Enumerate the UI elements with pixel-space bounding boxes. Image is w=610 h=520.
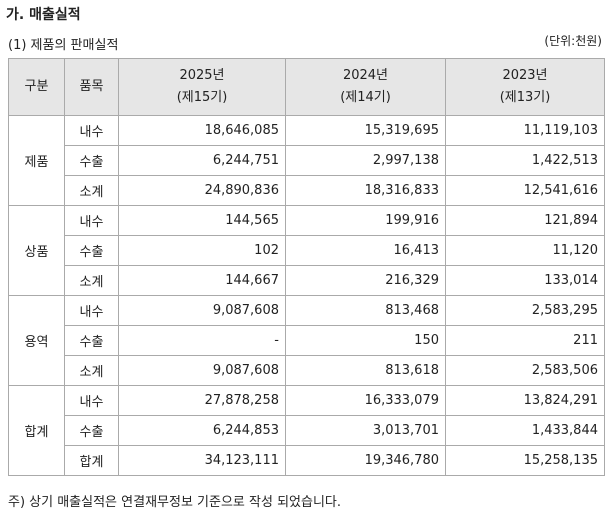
value-cell: 6,244,853 (118, 415, 286, 446)
item-cell: 소계 (64, 175, 119, 206)
value-cell: 2,583,506 (445, 355, 605, 386)
value-cell: 133,014 (445, 265, 605, 296)
value-cell: 813,468 (285, 295, 446, 326)
value-cell: 2,997,138 (285, 145, 446, 176)
value-cell: 211 (445, 325, 605, 356)
subtitle: (1) 제품의 판매실적 (8, 38, 119, 53)
value-cell: 1,433,844 (445, 415, 605, 446)
item-cell: 소계 (64, 265, 119, 296)
column-year: 2023년 (502, 68, 548, 83)
unit-label: (단위:천원) (544, 34, 602, 48)
value-cell: 24,890,836 (118, 175, 286, 206)
column-header: 2023년 (제13기) (445, 58, 605, 116)
value-cell: 813,618 (285, 355, 446, 386)
item-cell: 내수 (64, 385, 119, 416)
table-row: 소계 9,087,608 813,618 2,583,506 (9, 355, 605, 386)
column-year: 2024년 (342, 68, 389, 83)
table-row: 소계 24,890,836 18,316,833 12,541,616 (9, 175, 605, 206)
item-cell: 합계 (64, 445, 119, 476)
header-row: 구분 품목 2025년 (제15기) 2024년 (제14기) 2023년 (제13기) (8, 58, 605, 116)
column-period: (제14기) (340, 90, 391, 105)
item-cell: 수출 (64, 325, 119, 356)
item-cell: 수출 (64, 235, 119, 266)
table-row: 수출 -150 211 (9, 325, 605, 356)
item-cell: 내수 (64, 295, 119, 326)
value-cell: 102 (118, 235, 286, 266)
footnote: 주) 상기 매출실적은 연결재무정보 기준으로 작성 되었습니다. (8, 495, 341, 510)
value-cell: 27,878,258 (118, 385, 286, 416)
group-cell: 합계 (8, 385, 65, 476)
item-cell: 내수 (64, 205, 119, 236)
value-cell: 11,119,103 (445, 115, 605, 146)
value-cell: 1,422,513 (445, 145, 605, 176)
sales-table: 구분 품목 2025년 (제15기) 2024년 (제14기) 2023년 (제13기) 제품… (8, 58, 605, 476)
section-title: 가. 매출실적 (6, 7, 81, 23)
item-cell: 수출 (64, 145, 119, 176)
table-row: 수출 102 16,413 11,120 (9, 235, 605, 266)
group-cell: 상품 (8, 205, 65, 296)
column-header: 구분 (8, 58, 65, 116)
value-cell: 144,667 (118, 265, 286, 296)
value-cell: 18,646,085 (118, 115, 286, 146)
value-cell: 13,824,291 (445, 385, 605, 416)
table-row: 수출 6,244,751 2,997,138 1,422,513 (9, 145, 605, 176)
value-cell: 121,894 (445, 205, 605, 236)
value-cell: 12,541,616 (445, 175, 605, 206)
table-row: 합계 34,123,111 19,346,780 15,258,135 (9, 445, 605, 476)
value-cell: 16,333,079 (285, 385, 446, 416)
column-period: (제13기) (499, 90, 551, 105)
value-cell: - (118, 325, 286, 356)
column-header: 2025년 (제15기) (118, 58, 286, 116)
value-cell: 16,413 (285, 235, 446, 266)
table-row: 소계 144,667 216,329 133,014 (9, 265, 605, 296)
item-cell: 수출 (64, 415, 119, 446)
group-cell: 용역 (8, 295, 65, 386)
value-cell: 19,346,780 (285, 445, 446, 476)
table-row: 상품 내수 144,565 199,916 121,894 (8, 205, 605, 296)
table-row: 수출 6,244,853 3,013,701 1,433,844 (9, 415, 605, 446)
value-cell: 11,120 (445, 235, 605, 266)
value-cell: 15,258,135 (445, 445, 605, 476)
value-cell: 3,013,701 (285, 415, 446, 446)
value-cell: 2,583,295 (445, 295, 605, 326)
value-cell: 150 (285, 325, 446, 356)
group-cell: 제품 (8, 115, 65, 206)
table-row: 제품 내수 18,646,085 15,319,695 11,119,103 (8, 115, 605, 206)
column-period: (제15기) (176, 90, 228, 105)
value-cell: 199,916 (285, 205, 446, 236)
value-cell: 144,565 (118, 205, 286, 236)
item-cell: 내수 (64, 115, 119, 146)
column-header: 품목 (64, 58, 119, 116)
value-cell: 9,087,608 (118, 295, 286, 326)
table-row: 합계 내수 27,878,258 16,333,079 13,824,291 (8, 385, 605, 476)
item-cell: 소계 (64, 355, 119, 386)
value-cell: 216,329 (285, 265, 446, 296)
value-cell: 18,316,833 (285, 175, 446, 206)
value-cell: 34,123,111 (118, 445, 286, 476)
column-header: 2024년 (제14기) (285, 58, 446, 116)
value-cell: 15,319,695 (285, 115, 446, 146)
value-cell: 6,244,751 (118, 145, 286, 176)
table-row: 용역 내수 9,087,608 813,468 2,583,295 (8, 295, 605, 386)
column-year: 2025년 (179, 68, 225, 83)
value-cell: 9,087,608 (118, 355, 286, 386)
table-body: 제품 내수 18,646,085 15,319,695 11,119,103 수출 6,24… (8, 115, 605, 476)
